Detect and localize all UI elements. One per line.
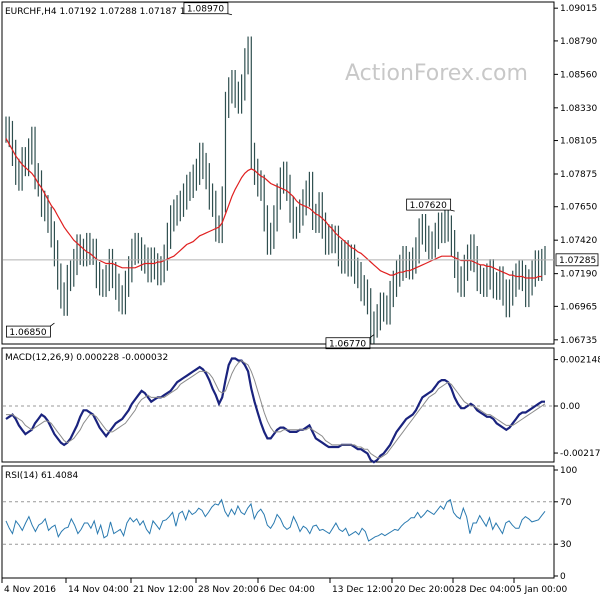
price-level-labels: 1.06850 1.08970 1.06770 1.07620 [6, 2, 455, 350]
price-y-tick-label: 1.07190 [560, 270, 597, 280]
rsi-panel-border [1, 465, 555, 579]
rsi-header: RSI(14) 61.4084 [5, 471, 78, 481]
price-y-tick-label: 1.07650 [560, 203, 597, 213]
x-tick-label: 28 Dec 04:00 [455, 585, 516, 595]
current-price-marker: 1.07285 [3, 253, 599, 267]
rsi-series [3, 498, 553, 545]
level-box [183, 2, 229, 15]
level-leader [369, 334, 375, 339]
rsi-y-tick-label: 70 [560, 498, 572, 508]
macd-y-tick-label: 0.00 [560, 402, 580, 412]
moving-average-line [5, 138, 542, 279]
level-label: 1.06770 [329, 340, 366, 350]
rsi-line [5, 498, 546, 542]
rsi-y-tick-label: 0 [560, 572, 566, 582]
x-tick-label: 14 Nov 04:00 [68, 585, 129, 595]
watermark: ActionForex.com [345, 61, 528, 86]
price-y-tick-label: 1.09015 [560, 4, 597, 14]
macd-panel-border [1, 347, 555, 463]
macd-macd-line [5, 357, 545, 464]
level-box [6, 325, 51, 338]
price-y-tick-label: 1.06965 [560, 302, 597, 312]
x-tick-label: 20 Dec 20:00 [394, 585, 455, 595]
x-tick-label: 13 Dec 12:00 [332, 585, 393, 595]
macd-series [3, 357, 553, 464]
x-tick-label: 5 Jan 00:00 [516, 585, 568, 595]
price-y-axis: 1.09015 1.08790 1.08560 1.08330 1.08105 1.078… [554, 4, 597, 346]
x-axis: 4 Nov 2016 14 Nov 04:00 21 Nov 12:00 28 Nov… [1, 578, 568, 595]
price-y-tick-label: 1.08790 [560, 37, 597, 47]
level-box [406, 198, 452, 211]
level-label: 1.06850 [9, 328, 46, 338]
x-tick-label: 4 Nov 2016 [4, 585, 56, 595]
price-y-tick-label: 1.08560 [560, 70, 597, 80]
macd-y-axis: 0.002148 0.00 -0.002178 [554, 356, 600, 459]
price-y-tick-label: 1.07420 [560, 236, 597, 246]
level-leader [450, 209, 455, 212]
price-y-tick-label: 1.07875 [560, 170, 597, 180]
price-y-tick-label: 1.08330 [560, 104, 597, 114]
level-leader [227, 13, 233, 16]
level-label: 1.07620 [410, 201, 447, 211]
level-leader [50, 322, 55, 327]
x-tick-label: 6 Dec 04:00 [260, 585, 315, 595]
rsi-y-axis: 100 70 30 0 [554, 466, 577, 582]
x-tick-label: 28 Nov 20:00 [198, 585, 259, 595]
current-price-box [555, 253, 599, 267]
price-header: EURCHF,H4 1.07192 1.07288 1.07187 1.0728… [5, 7, 217, 17]
price-panel-border [1, 1, 555, 345]
current-price-label: 1.07285 [559, 256, 596, 266]
macd-y-tick-label: 0.002148 [560, 356, 600, 366]
price-y-tick-label: 1.06735 [560, 336, 597, 346]
price-y-tick-label: 1.08105 [560, 137, 597, 147]
level-label: 1.08970 [187, 5, 224, 15]
macd-y-tick-label: -0.002178 [560, 449, 600, 459]
macd-signal-line [6, 359, 546, 459]
rsi-y-tick-label: 30 [560, 540, 572, 550]
macd-header: MACD(12,26,9) 0.000228 -0.000032 [5, 353, 168, 363]
level-box [325, 337, 371, 350]
price-series [5, 36, 546, 344]
rsi-y-tick-label: 100 [560, 466, 577, 476]
x-tick-label: 21 Nov 12:00 [133, 585, 194, 595]
